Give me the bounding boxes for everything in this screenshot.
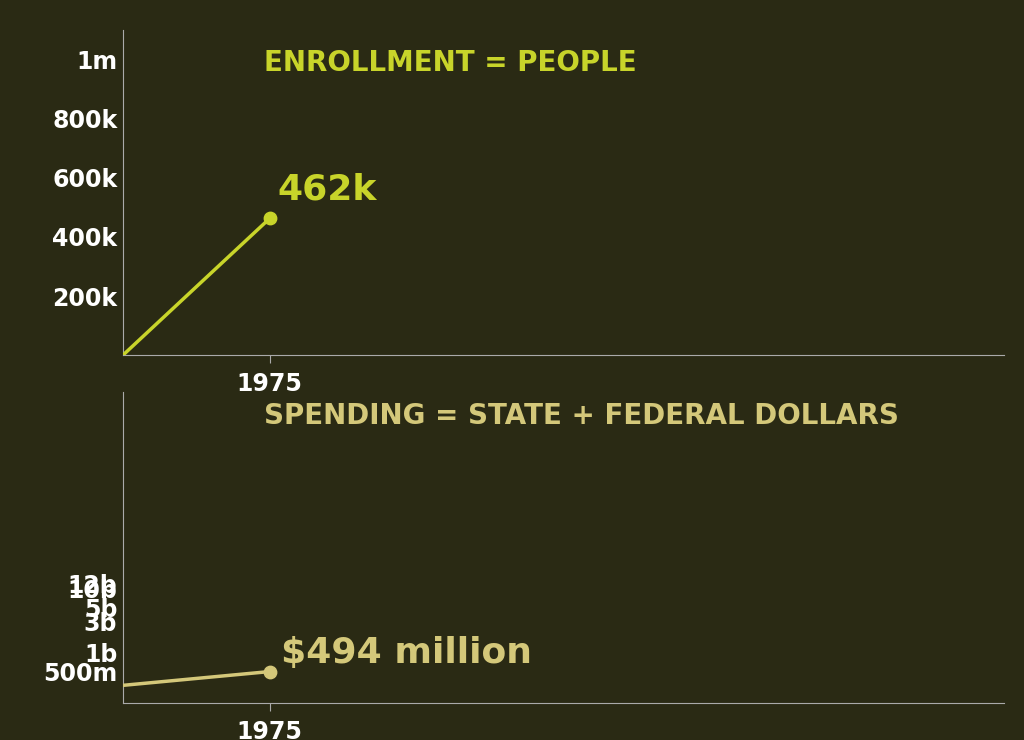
Text: $494 million: $494 million bbox=[282, 636, 532, 670]
Text: 462k: 462k bbox=[276, 172, 377, 206]
Point bbox=[261, 212, 278, 224]
Text: ENROLLMENT = PEOPLE: ENROLLMENT = PEOPLE bbox=[264, 49, 636, 77]
Point bbox=[261, 666, 278, 678]
Text: SPENDING = STATE + FEDERAL DOLLARS: SPENDING = STATE + FEDERAL DOLLARS bbox=[264, 402, 899, 429]
